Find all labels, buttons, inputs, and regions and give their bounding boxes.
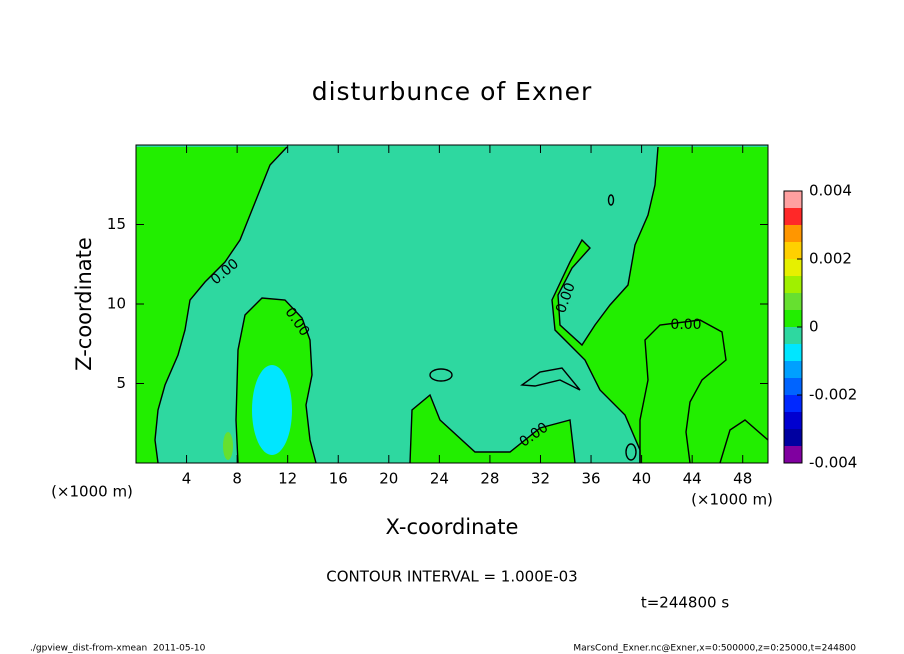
region	[410, 395, 575, 463]
field	[136, 145, 768, 463]
colorbar-band	[784, 361, 802, 378]
contour-line	[154, 146, 288, 464]
colorbar-tick-label: 0.004	[809, 182, 852, 200]
colorbar-band	[784, 412, 802, 429]
colorbar-band	[784, 259, 802, 276]
region	[552, 147, 768, 463]
contour-line	[625, 443, 637, 461]
colorbar-band	[784, 191, 802, 208]
footer-left: ./gpview_dist-from-xmean 2011-05-10	[30, 644, 206, 654]
colorbar-tick-label: 0	[809, 318, 819, 336]
x-tick-label: 4	[182, 470, 192, 488]
contour-line	[607, 194, 615, 206]
region	[223, 432, 233, 460]
contour-label: 0.00	[670, 317, 701, 333]
colorbar-band	[784, 446, 802, 463]
contour-line	[520, 367, 581, 391]
x-tick-label: 28	[480, 470, 499, 488]
colorbar-band	[784, 395, 802, 412]
contour-line	[235, 297, 317, 464]
chart-title: disturbunce of Exner	[312, 77, 593, 106]
x-tick-label: 24	[430, 470, 449, 488]
x-tick-label: 20	[379, 470, 398, 488]
contour-line	[719, 419, 769, 464]
contour-line	[409, 393, 576, 464]
footer-right: MarsCond_Exner.nc@Exner,x=0:500000,z=0:2…	[573, 644, 856, 654]
y-tick-label: 10	[107, 295, 126, 313]
y-axis-label: Z-coordinate	[72, 237, 96, 371]
colorbar-band	[784, 242, 802, 259]
contour-line	[639, 319, 727, 464]
colorbar-band	[784, 225, 802, 242]
colorbar-tick-label: -0.002	[809, 386, 857, 404]
y-unit: (×1000 m)	[51, 483, 133, 501]
x-tick-label: 44	[683, 470, 702, 488]
x-tick-label: 12	[278, 470, 297, 488]
colorbar-band	[784, 293, 802, 310]
x-tick-label: 36	[581, 470, 600, 488]
colorbar-band	[784, 429, 802, 446]
contour-interval: CONTOUR INTERVAL = 1.000E-03	[326, 568, 577, 586]
contour-line	[551, 146, 659, 463]
time-label: t=244800 s	[641, 594, 729, 612]
x-tick-label: 32	[531, 470, 550, 488]
y-tick-label: 5	[116, 374, 126, 392]
contour-line	[429, 368, 453, 382]
plot-frame	[135, 144, 769, 464]
y-tick-label: 15	[107, 215, 126, 233]
region	[136, 147, 287, 463]
x-tick-label: 48	[733, 470, 752, 488]
colorbar-tick-label: -0.004	[809, 454, 857, 472]
contours	[154, 146, 769, 464]
colorbar-band	[784, 327, 802, 344]
x-tick-label: 8	[232, 470, 242, 488]
colorbar-band	[784, 310, 802, 327]
x-axis-label: X-coordinate	[386, 515, 519, 539]
region	[252, 365, 292, 455]
colorbar-band	[784, 208, 802, 225]
colorbar-tick-label: 0.002	[809, 250, 852, 268]
colorbar-band	[784, 378, 802, 395]
x-tick-label: 40	[632, 470, 651, 488]
colorbar-band	[784, 344, 802, 361]
colorbar-band	[784, 276, 802, 293]
x-unit: (×1000 m)	[691, 491, 773, 509]
x-tick-label: 16	[329, 470, 348, 488]
